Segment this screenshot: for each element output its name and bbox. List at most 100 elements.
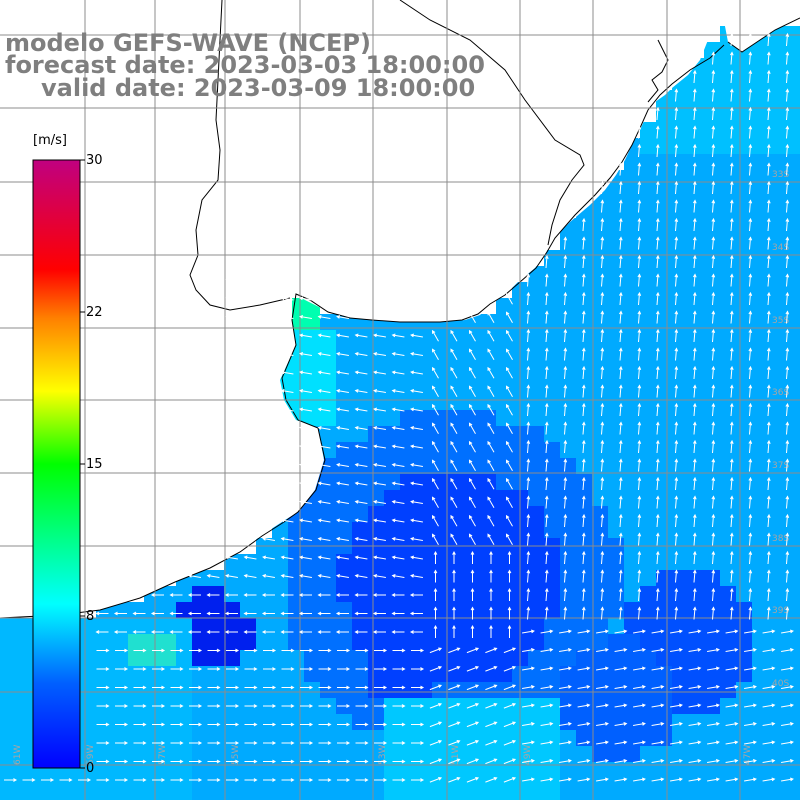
- wind-speed-cell: [720, 778, 736, 794]
- wind-arrow: [299, 333, 312, 338]
- wind-speed-cell: [352, 554, 368, 570]
- wind-speed-cell: [672, 378, 688, 394]
- wind-speed-cell: [672, 778, 688, 794]
- wind-speed-cell: [0, 714, 16, 730]
- wind-arrow: [170, 704, 184, 708]
- wind-speed-cell: [304, 506, 320, 522]
- wind-speed-cell: [528, 602, 544, 618]
- wind-speed-cell: [752, 682, 768, 698]
- wind-speed-cell: [208, 634, 224, 650]
- wind-speed-cell: [768, 714, 784, 730]
- wind-arrow: [300, 778, 314, 782]
- wind-speed-cell: [432, 346, 448, 362]
- latitude-label: 37S: [772, 461, 789, 471]
- wind-speed-cell: [624, 346, 640, 362]
- wind-arrow: [540, 777, 554, 782]
- wind-speed-cell: [656, 618, 672, 634]
- wind-arrow: [468, 514, 476, 527]
- wind-speed-cell: [592, 346, 608, 362]
- wind-arrow: [596, 703, 609, 708]
- wind-speed-cell: [368, 394, 384, 410]
- wind-arrow: [429, 721, 443, 728]
- wind-arrow: [633, 648, 646, 652]
- wind-arrow: [781, 703, 794, 708]
- wind-arrow: [280, 537, 294, 541]
- wind-arrow: [226, 759, 240, 764]
- wind-speed-cell: [752, 618, 768, 634]
- wind-speed-cell: [224, 794, 240, 800]
- wind-speed-cell: [688, 522, 704, 538]
- wind-speed-cell: [432, 586, 448, 602]
- wind-speed-cell: [704, 42, 720, 58]
- wind-arrow: [507, 550, 512, 564]
- wind-arrow: [692, 180, 697, 195]
- wind-arrow: [688, 629, 702, 634]
- wind-speed-cell: [672, 442, 688, 458]
- wind-arrow: [505, 348, 513, 360]
- wind-arrow: [391, 352, 405, 356]
- wind-arrow: [526, 421, 531, 435]
- wind-arrow: [748, 106, 753, 121]
- wind-arrow: [410, 333, 423, 338]
- wind-speed-cell: [400, 730, 416, 746]
- wind-speed-cell: [320, 378, 336, 394]
- wind-arrow: [766, 421, 771, 435]
- wind-arrow: [507, 569, 512, 583]
- wind-speed-cell: [640, 186, 656, 202]
- wind-speed-cell: [560, 506, 576, 522]
- wind-arrow: [674, 476, 679, 491]
- wind-arrow: [766, 217, 771, 232]
- wind-speed-cell: [688, 666, 704, 682]
- wind-arrow: [317, 611, 331, 616]
- wind-arrow: [505, 422, 513, 434]
- wind-arrow: [410, 426, 423, 430]
- wind-speed-cell: [352, 746, 368, 762]
- wind-speed-cell: [336, 506, 352, 522]
- wind-arrow: [670, 722, 683, 726]
- wind-speed-cell: [192, 730, 208, 746]
- wind-speed-cell: [288, 634, 304, 650]
- wind-speed-cell: [496, 554, 512, 570]
- wind-arrow: [614, 685, 628, 689]
- wind-speed-cell: [272, 570, 288, 586]
- wind-speed-cell: [352, 330, 368, 346]
- wind-speed-cell: [96, 778, 112, 794]
- wind-speed-cell: [752, 458, 768, 474]
- wind-speed-cell: [448, 714, 464, 730]
- wind-arrow: [337, 778, 351, 782]
- wind-arrow: [762, 629, 776, 634]
- wind-arrow: [299, 444, 312, 449]
- wind-speed-cell: [608, 714, 624, 730]
- wind-arrow: [655, 273, 660, 287]
- wind-arrow: [526, 402, 531, 417]
- wind-arrow: [766, 236, 771, 250]
- wind-speed-cell: [320, 666, 336, 682]
- wind-arrow: [729, 32, 734, 47]
- wind-arrow: [336, 537, 349, 541]
- wind-speed-cell: [656, 762, 672, 778]
- wind-speed-cell: [416, 682, 432, 698]
- wind-arrow: [409, 593, 423, 597]
- wind-arrow: [692, 550, 697, 565]
- wind-speed-cell: [624, 602, 640, 618]
- wind-speed-cell: [368, 730, 384, 746]
- wind-arrow: [766, 495, 771, 509]
- wind-speed-cell: [336, 554, 352, 570]
- wind-speed-cell: [560, 282, 576, 298]
- latitude-label: 38S: [772, 534, 789, 544]
- wind-arrow: [354, 407, 368, 412]
- wind-arrow: [189, 741, 203, 745]
- wind-speed-cell: [96, 762, 112, 778]
- wind-arrow: [618, 310, 623, 324]
- wind-arrow: [391, 500, 405, 504]
- wind-speed-cell: [640, 618, 656, 634]
- wind-speed-cell: [480, 666, 496, 682]
- wind-arrow: [711, 569, 716, 583]
- wind-arrow: [674, 273, 679, 287]
- wind-speed-cell: [752, 378, 768, 394]
- wind-arrow: [318, 685, 332, 690]
- wind-speed-cell: [784, 122, 800, 138]
- wind-speed-cell: [704, 746, 720, 762]
- wind-arrow: [429, 647, 443, 654]
- wind-speed-cell: [384, 682, 400, 698]
